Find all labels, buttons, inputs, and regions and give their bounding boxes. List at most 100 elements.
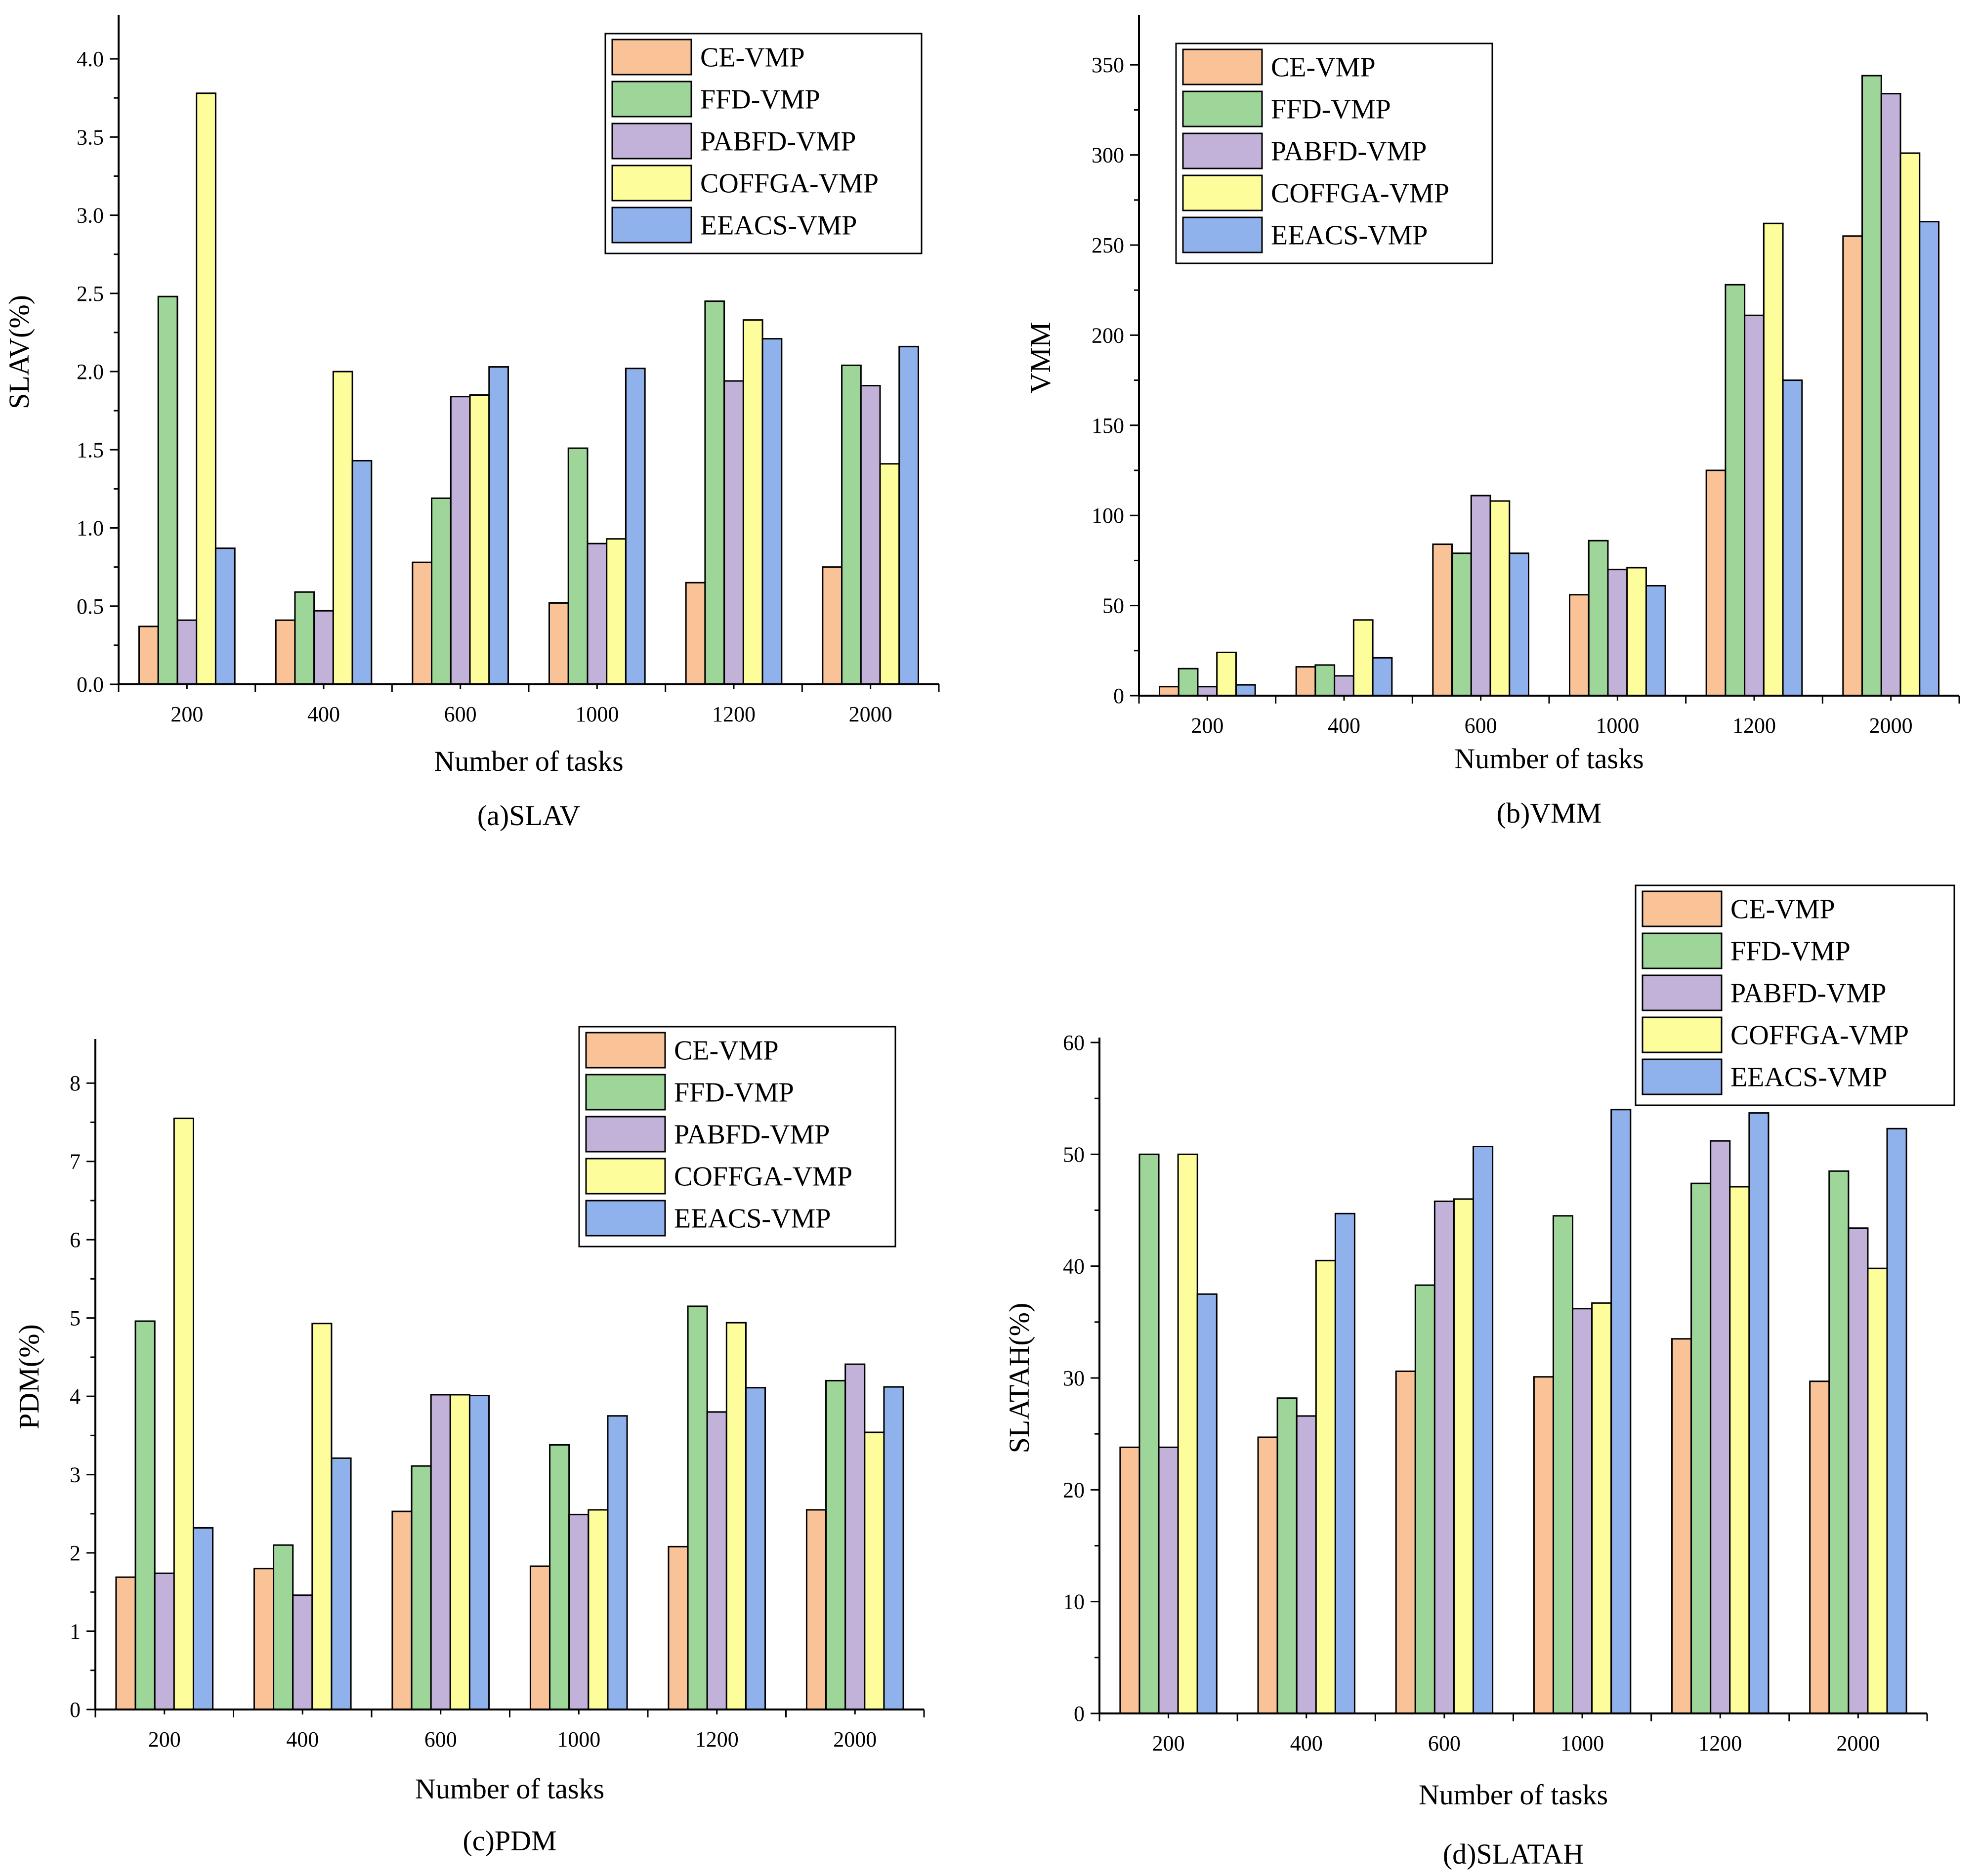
legend-label-pabfd-vmp: PABFD-VMP — [1730, 978, 1886, 1009]
y-tick-label: 300 — [1092, 143, 1124, 167]
x-tick-label: 400 — [1328, 713, 1360, 738]
bar-pabfd-vmp-400 — [1334, 675, 1354, 697]
y-axis-title: SLAV(%) — [3, 295, 35, 409]
bar-coffga-vmp-1000 — [588, 1509, 609, 1710]
legend-label-coffga-vmp: COFFGA-VMP — [1730, 1020, 1909, 1051]
y-tick-label: 1.0 — [77, 516, 104, 541]
bar-coffga-vmp-2000 — [1899, 152, 1921, 697]
bar-ce-vmp-200 — [115, 1576, 136, 1710]
y-tick-label: 50 — [1102, 594, 1124, 618]
bar-ffd-vmp-1200 — [1690, 1182, 1712, 1714]
x-tick-label: 1000 — [575, 702, 619, 726]
bar-pabfd-vmp-2000 — [1880, 93, 1901, 697]
y-tick-label: 20 — [1063, 1478, 1085, 1502]
bar-eeacs-vmp-1000 — [607, 1415, 628, 1710]
bar-eeacs-vmp-400 — [1334, 1212, 1355, 1714]
legend-swatch-eeacs-vmp — [1182, 216, 1263, 253]
bar-coffga-vmp-200 — [173, 1118, 194, 1710]
legend: CE-VMP FFD-VMP PABFD-VMP COFFGA-VMP EEACS-VM… — [1175, 42, 1493, 264]
bar-ce-vmp-200 — [1119, 1446, 1140, 1714]
legend-label-ce-vmp: CE-VMP — [1271, 52, 1376, 83]
bar-ce-vmp-1000 — [529, 1565, 551, 1710]
y-tick-label: 50 — [1063, 1142, 1085, 1167]
bar-eeacs-vmp-1200 — [1782, 379, 1803, 697]
bar-pabfd-vmp-200 — [154, 1572, 175, 1710]
bar-pabfd-vmp-2000 — [844, 1363, 866, 1710]
y-tick-label: 100 — [1092, 503, 1124, 528]
y-tick-label: 1 — [70, 1620, 81, 1644]
bar-eeacs-vmp-200 — [214, 547, 236, 685]
chart-panel-1: 0 50 100 150 200 250 300 350 200 400 600 1000 1200 20… — [1024, 15, 1960, 829]
bar-ce-vmp-1000 — [1533, 1376, 1554, 1714]
y-tick-label: 0.5 — [77, 594, 104, 619]
bar-ce-vmp-400 — [1257, 1436, 1278, 1714]
y-tick-label: 40 — [1063, 1254, 1085, 1279]
bar-coffga-vmp-400 — [1352, 619, 1374, 697]
x-tick-label: 2000 — [833, 1727, 877, 1751]
bar-ffd-vmp-600 — [1414, 1284, 1435, 1714]
bar-ffd-vmp-1200 — [687, 1305, 708, 1710]
x-tick-label: 1200 — [1732, 713, 1776, 738]
bar-ce-vmp-400 — [1295, 666, 1316, 697]
bar-ce-vmp-200 — [138, 625, 159, 685]
legend-label-pabfd-vmp: PABFD-VMP — [1271, 136, 1427, 167]
bar-pabfd-vmp-600 — [430, 1394, 451, 1710]
legend-label-eeacs-vmp: EEACS-VMP — [1730, 1062, 1887, 1093]
y-tick-label: 30 — [1063, 1366, 1085, 1390]
legend-label-ce-vmp: CE-VMP — [1730, 894, 1835, 925]
bar-eeacs-vmp-400 — [1372, 657, 1393, 697]
bar-coffga-vmp-1200 — [725, 1322, 747, 1710]
legend-label-coffga-vmp: COFFGA-VMP — [700, 168, 879, 199]
x-axis-title: Number of tasks — [415, 1773, 604, 1805]
x-axis-title: Number of tasks — [434, 745, 623, 777]
x-tick-label: 600 — [1465, 713, 1497, 738]
y-tick-label: 150 — [1092, 414, 1124, 438]
legend-label-eeacs-vmp: EEACS-VMP — [1271, 220, 1428, 251]
x-tick-label: 600 — [424, 1727, 457, 1751]
bar-ce-vmp-600 — [1432, 543, 1453, 697]
bar-coffga-vmp-1200 — [742, 319, 763, 685]
bar-ffd-vmp-2000 — [841, 364, 862, 685]
x-tick-label: 200 — [148, 1727, 181, 1751]
x-tick-label: 1000 — [1596, 713, 1639, 738]
y-tick-label: 250 — [1092, 233, 1124, 257]
bar-ce-vmp-600 — [412, 561, 433, 685]
x-tick-label: 2000 — [1869, 713, 1913, 738]
bar-ce-vmp-600 — [1395, 1370, 1416, 1714]
chart-panel-0: 0.0 0.5 1.0 1.5 2.0 2.5 3.0 3.5 4.0 200 400 600 1000… — [3, 15, 940, 832]
y-tick-label: 1.5 — [77, 438, 104, 462]
bar-eeacs-vmp-1000 — [1610, 1109, 1632, 1714]
bar-ffd-vmp-1000 — [1588, 540, 1609, 697]
legend-swatch-ffd-vmp — [1642, 932, 1723, 969]
bar-eeacs-vmp-2000 — [1919, 221, 1939, 697]
legend-swatch-coffga-vmp — [1182, 174, 1263, 211]
legend-swatch-ffd-vmp — [585, 1074, 666, 1111]
legend-label-pabfd-vmp: PABFD-VMP — [700, 126, 856, 157]
bar-pabfd-vmp-1200 — [723, 380, 744, 685]
bar-ce-vmp-400 — [275, 619, 296, 685]
bar-eeacs-vmp-600 — [468, 1395, 490, 1710]
chart-caption: (b)VMM — [1497, 797, 1602, 829]
bar-coffga-vmp-1000 — [1591, 1302, 1612, 1714]
x-tick-label: 1200 — [695, 1727, 739, 1751]
legend-label-ce-vmp: CE-VMP — [674, 1036, 779, 1066]
bar-eeacs-vmp-600 — [488, 366, 509, 685]
bar-coffga-vmp-400 — [311, 1323, 333, 1710]
legend-label-coffga-vmp: COFFGA-VMP — [674, 1162, 852, 1192]
bar-pabfd-vmp-600 — [450, 396, 471, 685]
y-tick-label: 10 — [1063, 1590, 1085, 1614]
bar-coffga-vmp-2000 — [864, 1431, 885, 1710]
bar-eeacs-vmp-1000 — [625, 368, 646, 685]
legend-swatch-pabfd-vmp — [1182, 132, 1263, 169]
bar-eeacs-vmp-600 — [1473, 1145, 1494, 1714]
x-tick-label: 400 — [1290, 1731, 1323, 1755]
bar-pabfd-vmp-200 — [176, 619, 198, 685]
y-tick-label: 2.0 — [77, 360, 104, 384]
legend-label-ffd-vmp: FFD-VMP — [674, 1078, 794, 1108]
legend-label-ffd-vmp: FFD-VMP — [1730, 936, 1851, 967]
bar-eeacs-vmp-1200 — [761, 338, 783, 685]
bar-ce-vmp-2000 — [822, 566, 843, 685]
bar-coffga-vmp-400 — [1315, 1259, 1336, 1714]
bar-coffga-vmp-600 — [1489, 500, 1511, 697]
legend-swatch-ce-vmp — [1642, 890, 1723, 927]
